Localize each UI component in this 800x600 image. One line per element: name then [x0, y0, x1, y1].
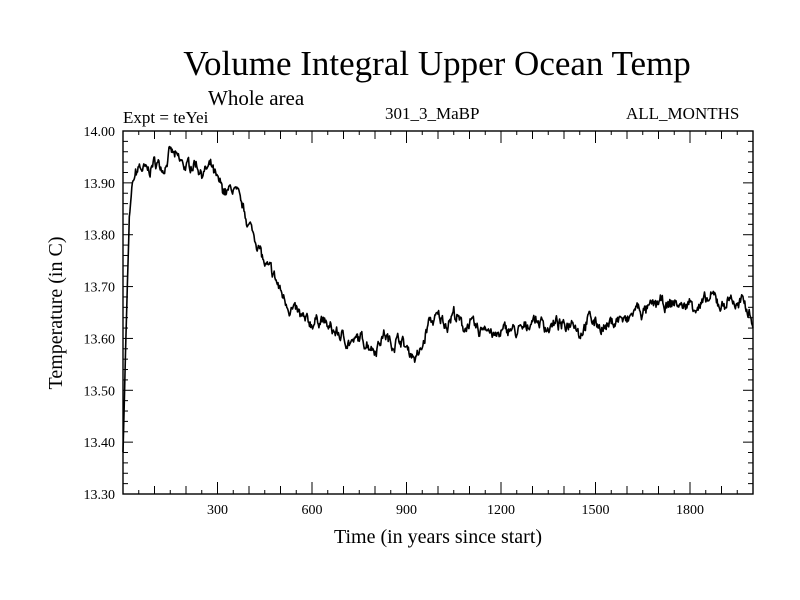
plot-frame: [122, 130, 754, 495]
y-axis-title: Temperature (in C): [45, 237, 67, 390]
series-line-ocean-temp: [122, 145, 754, 453]
y-tick-label: 13.90: [84, 177, 116, 192]
x-axis-title: Time (in years since start): [334, 526, 542, 548]
chart-title: Volume Integral Upper Ocean Temp: [183, 44, 691, 83]
y-tick-label: 13.70: [84, 281, 116, 296]
x-tick-label: 300: [207, 503, 228, 518]
y-tick-label: 13.80: [84, 229, 116, 244]
x-tick-label: 1500: [582, 503, 610, 518]
x-tick-label: 600: [302, 503, 323, 518]
y-tick-label: 13.30: [84, 488, 116, 503]
region-label: Whole area: [208, 86, 305, 110]
tick-labels: 300 600 900 1200 1500 1800 13.30 13.40 13.50 13.6…: [84, 125, 705, 518]
y-tick-label: 13.50: [84, 384, 116, 399]
season-label: ALL_MONTHS: [626, 104, 740, 123]
x-tick-label: 1200: [487, 503, 515, 518]
x-tick-label: 900: [396, 503, 417, 518]
x-tick-label: 1800: [676, 503, 704, 518]
experiment-label: Expt = teYei: [123, 108, 209, 127]
run-id-label: 301_3_MaBP: [385, 104, 480, 123]
y-tick-label: 13.60: [84, 332, 116, 347]
y-tick-label: 14.00: [84, 125, 116, 140]
y-tick-label: 13.40: [84, 436, 116, 451]
